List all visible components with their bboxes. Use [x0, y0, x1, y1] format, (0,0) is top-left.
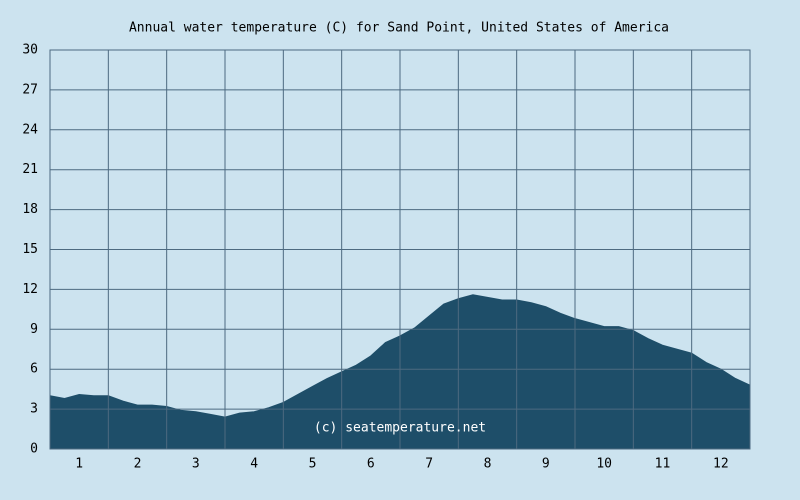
x-tick-label: 3 [192, 457, 200, 472]
x-tick-label: 12 [713, 457, 729, 472]
y-tick-label: 18 [22, 202, 38, 217]
y-tick-label: 15 [22, 242, 38, 257]
annotation: (c) seatemperature.net [314, 421, 486, 436]
x-tick-label: 5 [309, 457, 317, 472]
x-tick-label: 6 [367, 457, 375, 472]
x-tick-label: 2 [134, 457, 142, 472]
y-tick-label: 0 [30, 442, 38, 457]
plot-frame [49, 49, 751, 450]
x-tick-label: 10 [596, 457, 612, 472]
chart-title: Annual water temperature (C) for Sand Po… [129, 21, 669, 36]
y-tick-label: 21 [22, 162, 38, 177]
y-tick-label: 30 [22, 43, 38, 58]
x-tick-label: 1 [75, 457, 83, 472]
x-tick-label: 7 [425, 457, 433, 472]
y-tick-label: 24 [22, 122, 38, 137]
y-tick-label: 27 [22, 82, 38, 97]
x-tick-label: 9 [542, 457, 550, 472]
x-tick-label: 8 [484, 457, 492, 472]
y-tick-label: 3 [30, 402, 38, 417]
x-tick-label: 4 [250, 457, 258, 472]
y-tick-label: 6 [30, 362, 38, 377]
y-tick-label: 9 [30, 322, 38, 337]
y-tick-label: 12 [22, 282, 38, 297]
x-tick-label: 11 [655, 457, 671, 472]
